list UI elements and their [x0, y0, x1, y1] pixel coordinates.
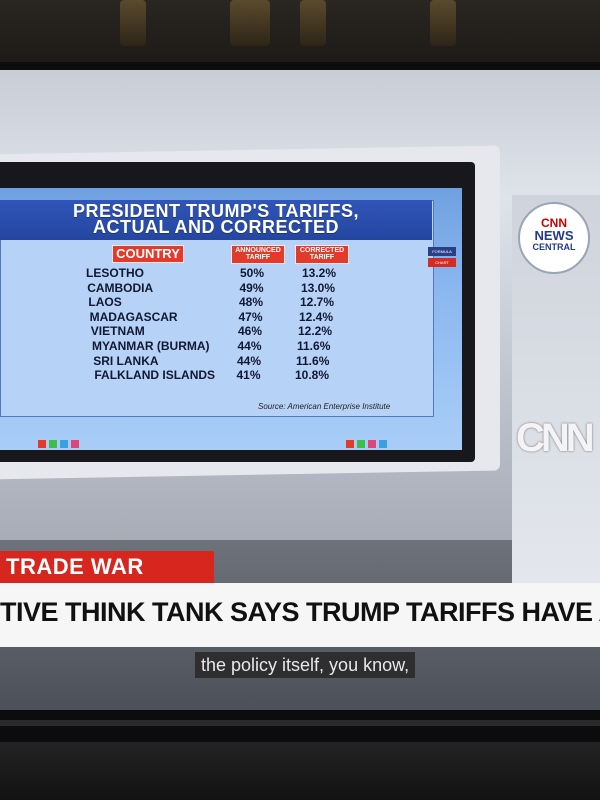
corrected-tariff-cell: 11.6% [296, 353, 330, 368]
announced-tariff-cell: 46% [238, 324, 263, 339]
country-cell: CAMBODIA [87, 280, 154, 295]
headline-ticker: TIVE THINK TANK SAYS TRUMP TARIFFS HAVE … [0, 583, 600, 647]
corrected-tariff-cell: 12.7% [300, 295, 335, 310]
country-cell: MADAGASCAR [89, 309, 178, 324]
chart-title: PRESIDENT TRUMP'S TARIFFS, ACTUAL AND CO… [0, 201, 432, 237]
trophy-icon [430, 0, 456, 46]
announced-tariff-cell: 49% [239, 280, 264, 295]
corrected-tariff-cell: 11.6% [297, 339, 331, 353]
chart-title-bar [0, 200, 432, 240]
table-row: CAMBODIA 49% 13.0% [0, 280, 432, 295]
side-tag-formula: FORMULA [428, 247, 456, 256]
tv-stand [0, 742, 600, 800]
headline-text: TIVE THINK TANK SAYS TRUMP TARIFFS HAVE … [0, 597, 600, 627]
announced-tariff-cell: 44% [237, 353, 262, 368]
trophy-icon [120, 0, 146, 46]
chart-title-line-1: PRESIDENT TRUMP'S TARIFFS, [73, 201, 359, 221]
column-header-country: COUNTRY [112, 245, 184, 263]
section-label: TRADE WAR [0, 551, 214, 583]
table-row: LESOTHO 50% 13.2% [0, 266, 432, 280]
side-tag-chart: CHART [428, 258, 456, 267]
corrected-tariff-cell: 12.2% [298, 324, 333, 339]
table-row: FALKLAND ISLANDS 41% 10.8% [0, 368, 432, 383]
country-cell: MYANMAR (BURMA) [92, 339, 210, 353]
table-row: MADAGASCAR 47% 12.4% [0, 309, 432, 324]
chart-source: Source: American Enterprise Institute [258, 402, 391, 411]
logo-cnn-text: CNN [541, 216, 567, 230]
color-indicator [38, 440, 79, 448]
table-row: VIETNAM 46% 12.2% [0, 324, 432, 339]
announced-tariff-cell: 41% [236, 368, 261, 383]
announced-tariff-cell: 44% [237, 339, 262, 353]
announced-tariff-cell: 50% [240, 266, 265, 280]
country-cell: FALKLAND ISLANDS [94, 368, 216, 383]
cnn-news-central-logo: CNN NEWS CENTRAL [518, 202, 590, 274]
closed-caption: the policy itself, you know, [195, 652, 416, 678]
country-cell: SRI LANKA [93, 353, 159, 368]
corrected-tariff-cell: 13.2% [302, 266, 337, 280]
logo-news-text: NEWS [534, 228, 574, 243]
logo-central-text: CENTRAL [532, 242, 576, 252]
table-row: LAOS 48% 12.7% [0, 295, 432, 310]
corrected-tariff-cell: 10.8% [295, 368, 330, 383]
table-row: SRI LANKA 44% 11.6% [0, 353, 432, 368]
country-cell: LESOTHO [86, 266, 145, 280]
tv-stand-edge [0, 720, 600, 726]
announced-tariff-cell: 48% [239, 295, 264, 310]
column-header-corrected: CORRECTED TARIFF [295, 245, 349, 264]
country-cell: LAOS [88, 295, 122, 310]
announced-tariff-cell: 47% [238, 309, 263, 324]
trophy-icon [300, 0, 326, 46]
corrected-tariff-cell: 13.0% [301, 280, 336, 295]
column-header-announced: ANNOUNCED TARIFF [231, 245, 285, 264]
country-cell: VIETNAM [90, 324, 145, 339]
color-indicator [346, 440, 387, 448]
cnn-wall-logo: CNN [516, 416, 595, 460]
trophy-icon [230, 0, 270, 46]
table-row: MYANMAR (BURMA) 44% 11.6% [0, 339, 432, 353]
chart-title-line-2: ACTUAL AND CORRECTED [93, 217, 339, 237]
corrected-tariff-cell: 12.4% [299, 309, 334, 324]
